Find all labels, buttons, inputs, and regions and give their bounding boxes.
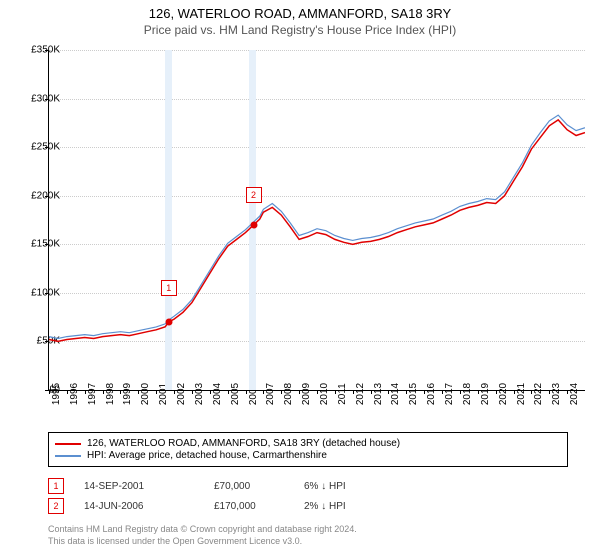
sale-marker-dot: [165, 319, 172, 326]
legend-label: 126, WATERLOO ROAD, AMMANFORD, SA18 3RY …: [87, 438, 400, 449]
legend-swatch: [55, 455, 81, 457]
transaction-price: £70,000: [214, 481, 304, 492]
transaction-price: £170,000: [214, 501, 304, 512]
legend-row: HPI: Average price, detached house, Carm…: [55, 450, 561, 461]
chart-container: 126, WATERLOO ROAD, AMMANFORD, SA18 3RY …: [0, 0, 600, 560]
footer-attribution: Contains HM Land Registry data © Crown c…: [48, 524, 357, 547]
transaction-row: 1 14-SEP-2001£70,0006% ↓ HPI: [48, 478, 374, 494]
transaction-date: 14-SEP-2001: [84, 481, 214, 492]
plot-area: 12: [48, 50, 585, 391]
transaction-delta: 6% ↓ HPI: [304, 481, 374, 492]
chart-subtitle: Price paid vs. HM Land Registry's House …: [0, 23, 600, 41]
transaction-marker: 1: [48, 478, 64, 494]
sale-marker-label: 1: [161, 280, 177, 296]
footer-line-2: This data is licensed under the Open Gov…: [48, 536, 357, 548]
transaction-delta: 2% ↓ HPI: [304, 501, 374, 512]
legend: 126, WATERLOO ROAD, AMMANFORD, SA18 3RY …: [48, 432, 568, 467]
sale-marker-dot: [250, 221, 257, 228]
sale-marker-label: 2: [246, 187, 262, 203]
footer-line-1: Contains HM Land Registry data © Crown c…: [48, 524, 357, 536]
transaction-table: 1 14-SEP-2001£70,0006% ↓ HPI 2 14-JUN-2006£…: [48, 474, 374, 518]
legend-swatch: [55, 443, 81, 445]
transaction-marker: 2: [48, 498, 64, 514]
line-svg: [49, 50, 585, 390]
series-property: [49, 120, 585, 342]
legend-label: HPI: Average price, detached house, Carm…: [87, 450, 327, 461]
transaction-date: 14-JUN-2006: [84, 501, 214, 512]
series-hpi: [49, 115, 585, 338]
transaction-row: 2 14-JUN-2006£170,0002% ↓ HPI: [48, 498, 374, 514]
chart-title: 126, WATERLOO ROAD, AMMANFORD, SA18 3RY: [0, 0, 600, 23]
legend-row: 126, WATERLOO ROAD, AMMANFORD, SA18 3RY …: [55, 438, 561, 449]
